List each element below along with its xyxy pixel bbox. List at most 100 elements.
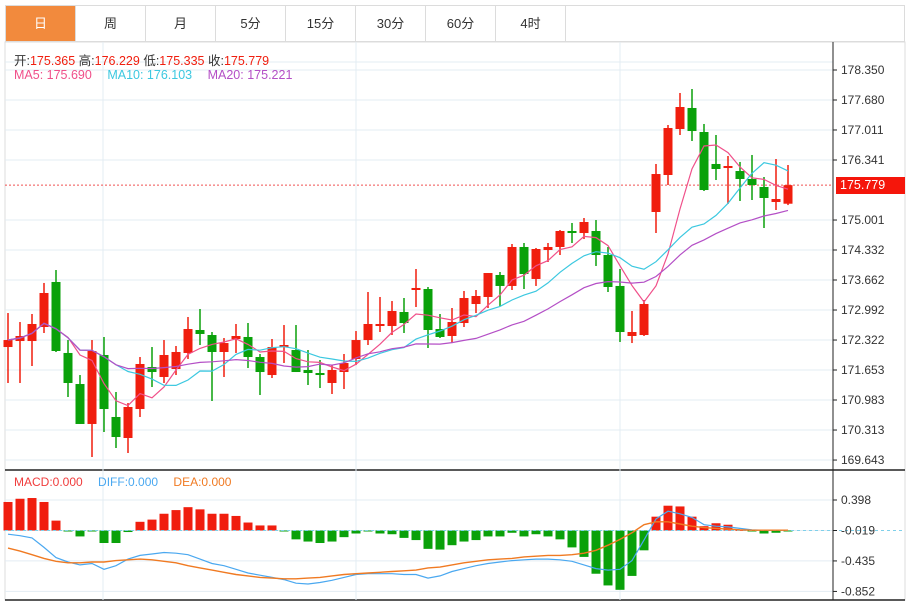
- candle-body: [315, 373, 325, 376]
- tab-30min[interactable]: 30分: [356, 6, 426, 41]
- candle: [639, 299, 649, 336]
- candle: [327, 365, 337, 395]
- macd-bar: [255, 525, 265, 531]
- tab-15min[interactable]: 15分: [286, 6, 356, 41]
- candle: [183, 317, 193, 359]
- candle: [471, 289, 481, 314]
- candle: [207, 332, 217, 401]
- candle-body: [615, 285, 625, 333]
- macd-bar: [411, 530, 421, 541]
- macd-bar: [771, 530, 781, 533]
- macd-bar: [267, 525, 277, 531]
- macd-bar: [99, 530, 109, 544]
- macd-bar: [327, 530, 337, 542]
- candle: [783, 165, 793, 206]
- macd-bar: [615, 530, 625, 590]
- candle-body: [723, 165, 733, 169]
- candle-body: [399, 311, 409, 324]
- candle: [351, 331, 361, 366]
- candle-body: [351, 340, 361, 359]
- candle-body: [771, 199, 781, 203]
- tab-5min[interactable]: 5分: [216, 6, 286, 41]
- candle: [219, 338, 229, 377]
- candle-body: [663, 128, 673, 176]
- ma10-line: [7, 162, 789, 387]
- candle-body: [327, 370, 337, 383]
- macd-value: MACD:0.000: [14, 475, 83, 489]
- macd-bar: [3, 501, 13, 531]
- tab-60min[interactable]: 60分: [426, 6, 496, 41]
- candle: [363, 292, 373, 346]
- macd-bar: [627, 530, 637, 576]
- candle: [75, 375, 85, 424]
- candle: [159, 340, 169, 383]
- y-tick-label: 169.643: [841, 453, 885, 467]
- candle: [555, 230, 565, 256]
- tab-month[interactable]: 月: [146, 6, 216, 41]
- candle-body: [423, 289, 433, 330]
- macd-bar: [699, 526, 709, 531]
- macd-bar: [447, 530, 457, 546]
- macd-y-tick-label: -0.852: [841, 584, 875, 598]
- candle-body: [291, 350, 301, 373]
- candle-body: [627, 332, 637, 336]
- candle: [543, 243, 553, 262]
- y-tick-label: 172.992: [841, 303, 885, 317]
- macd-panel: [3, 498, 905, 592]
- macd-bar: [711, 523, 721, 531]
- current-price-tag: 175.779: [836, 177, 905, 194]
- candle: [603, 246, 613, 293]
- macd-bar: [543, 530, 553, 537]
- macd-bar: [507, 530, 517, 533]
- candle: [375, 296, 385, 333]
- y-tick-label: 174.332: [841, 243, 885, 257]
- high-value: 176.229: [94, 54, 140, 68]
- candle: [699, 123, 709, 191]
- macd-bar: [339, 530, 349, 538]
- macd-bar: [531, 530, 541, 535]
- candle-body: [75, 384, 85, 424]
- macd-bar: [483, 530, 493, 537]
- tab-week[interactable]: 周: [76, 6, 146, 41]
- tab-4hour[interactable]: 4时: [496, 6, 566, 41]
- macd-bar: [387, 530, 397, 535]
- grid-lines: [4, 41, 906, 601]
- candle-body: [375, 323, 385, 327]
- candle-body: [579, 221, 589, 234]
- y-tick-label: 171.653: [841, 363, 885, 377]
- candle-body: [591, 230, 601, 256]
- candle-body: [567, 230, 577, 234]
- candle-body: [183, 329, 193, 353]
- candle-body: [435, 329, 445, 337]
- candle-body: [255, 357, 265, 373]
- candle: [267, 339, 277, 379]
- open-label: 开:: [14, 54, 30, 68]
- diff-line: [7, 510, 788, 585]
- candle: [135, 357, 145, 417]
- candle: [627, 311, 637, 344]
- macd-bar: [567, 530, 577, 548]
- ma10-value: MA10: 176.103: [107, 68, 193, 82]
- y-tick-label: 176.341: [841, 153, 885, 167]
- y-tick-label: 173.662: [841, 273, 885, 287]
- candle-body: [555, 230, 565, 247]
- ma20-line: [7, 209, 789, 370]
- candle-body: [51, 281, 61, 352]
- macd-bar: [303, 530, 313, 542]
- candle-body: [459, 298, 469, 324]
- candle-body: [483, 273, 493, 297]
- candle-body: [603, 255, 613, 287]
- candle: [303, 350, 313, 386]
- y-axis: 178.350 177.680 177.011 176.341 175.001 174.3…: [832, 42, 885, 600]
- candle: [735, 161, 745, 201]
- y-tick-label: 170.313: [841, 423, 885, 437]
- candle: [411, 268, 421, 308]
- macd-bar: [27, 498, 37, 531]
- candle-body: [159, 354, 169, 377]
- candle-body: [411, 287, 421, 290]
- macd-bar: [195, 509, 205, 531]
- tab-day[interactable]: 日: [6, 6, 76, 41]
- candle: [339, 354, 349, 389]
